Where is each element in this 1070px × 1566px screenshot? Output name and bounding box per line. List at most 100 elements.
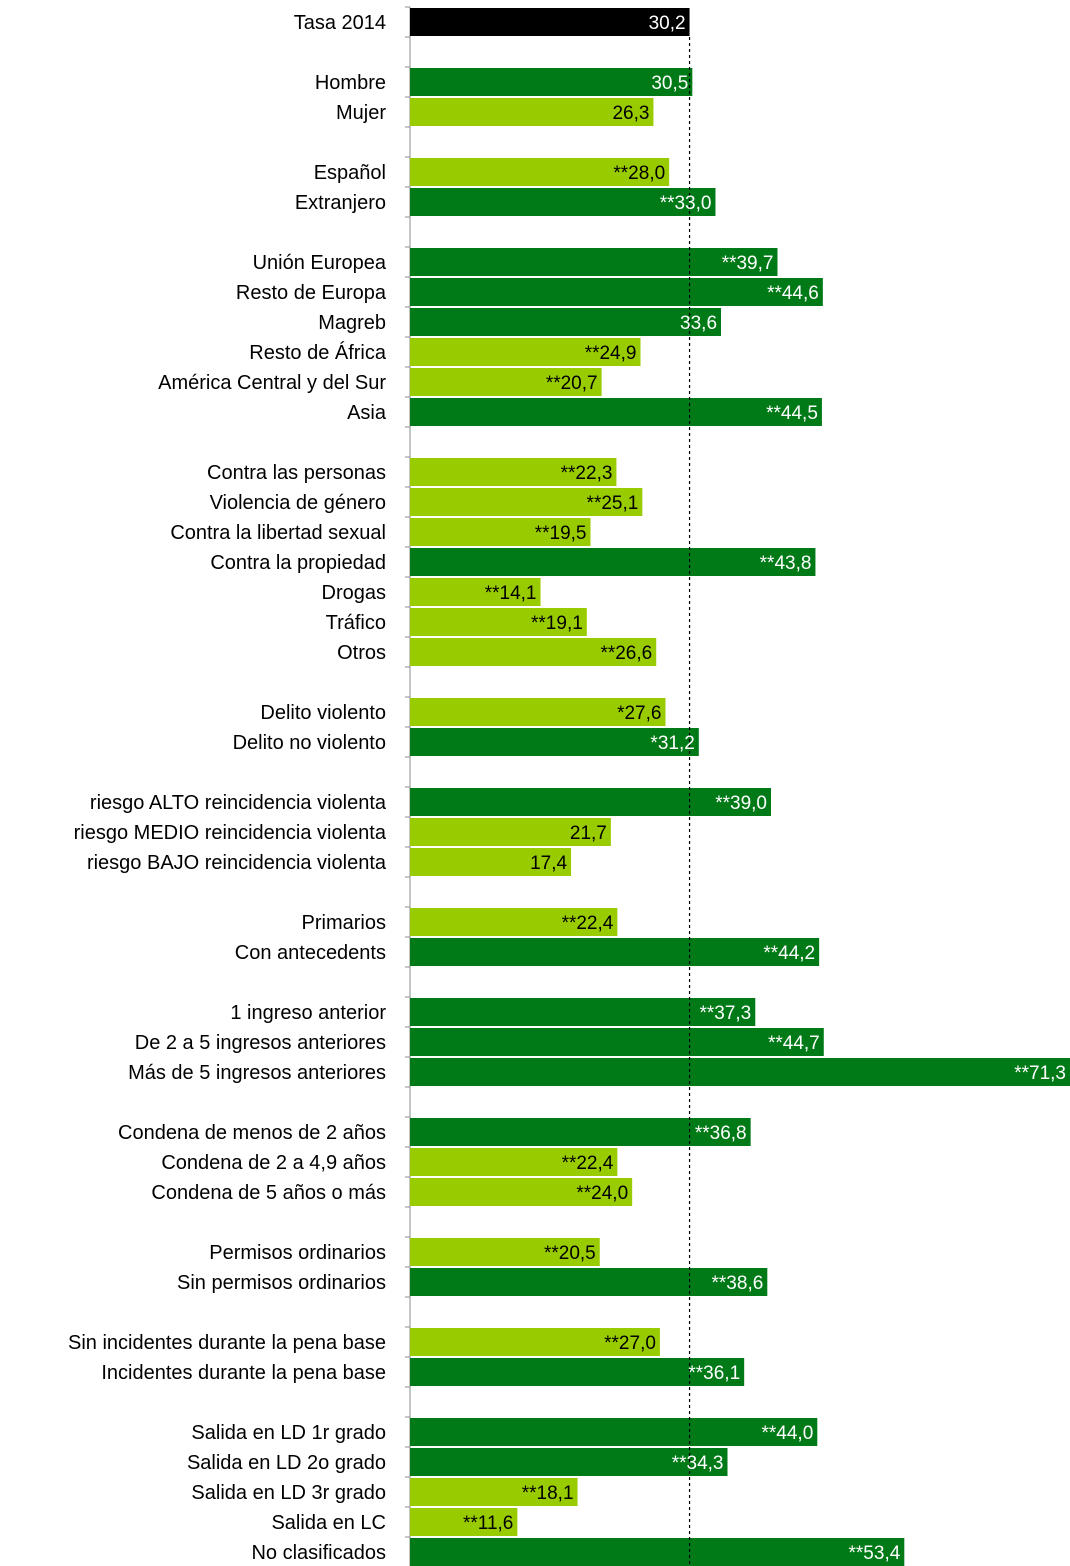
value-label: **38,6 — [712, 1273, 764, 1294]
value-label: 30,5 — [651, 73, 688, 94]
category-label: Condena de menos de 2 años — [118, 1122, 386, 1144]
category-label: Con antecedents — [235, 942, 386, 964]
category-label: Violencia de género — [210, 492, 386, 514]
category-label: Magreb — [318, 312, 386, 334]
category-label: Asia — [347, 402, 387, 424]
bar — [410, 368, 602, 396]
value-label: **19,5 — [535, 523, 587, 544]
bar — [410, 1178, 633, 1206]
bar — [410, 1148, 618, 1176]
category-label: Mujer — [336, 102, 386, 124]
value-label: **24,9 — [585, 343, 637, 364]
category-label: Delito violento — [260, 702, 386, 724]
value-label: **44,5 — [766, 403, 818, 424]
value-label: **25,1 — [587, 493, 639, 514]
bar — [410, 8, 690, 36]
bar — [410, 548, 816, 576]
value-label: **39,0 — [715, 793, 767, 814]
category-label: Extranjero — [295, 192, 386, 214]
value-label: **36,1 — [688, 1363, 740, 1384]
bar — [410, 818, 611, 846]
value-label: **33,0 — [660, 193, 712, 214]
bar — [410, 1538, 905, 1566]
value-label: **24,0 — [576, 1183, 628, 1204]
bar — [410, 308, 722, 336]
category-label: Permisos ordinarios — [209, 1242, 386, 1264]
category-label: Contra la libertad sexual — [170, 522, 386, 544]
bar — [410, 158, 670, 186]
value-label: **26,6 — [600, 643, 652, 664]
bar — [410, 488, 643, 516]
category-label: Resto de Europa — [236, 282, 387, 304]
value-label: **37,3 — [699, 1003, 751, 1024]
value-label: **44,6 — [767, 283, 819, 304]
category-label: Hombre — [315, 72, 386, 94]
value-label: 17,4 — [530, 853, 567, 874]
bar — [410, 1448, 728, 1476]
bars-layer — [410, 8, 1070, 1566]
bar — [410, 848, 572, 876]
value-label: **22,4 — [562, 1153, 614, 1174]
category-label: Contra la propiedad — [210, 552, 386, 574]
bar — [410, 1478, 578, 1506]
value-label: **19,1 — [531, 613, 583, 634]
category-label: Resto de África — [249, 341, 387, 364]
value-label: **53,4 — [849, 1543, 901, 1564]
value-label: **18,1 — [522, 1483, 574, 1504]
value-label: **11,6 — [463, 1513, 513, 1534]
value-label: **14,1 — [485, 583, 537, 604]
bar — [410, 1028, 824, 1056]
category-label: No clasificados — [251, 1542, 386, 1564]
category-label: América Central y del Sur — [158, 372, 386, 394]
category-label: Unión Europea — [253, 252, 387, 274]
value-label: *27,6 — [617, 703, 661, 724]
value-label: **20,7 — [546, 373, 598, 394]
value-label: 33,6 — [680, 313, 717, 334]
value-label: *31,2 — [650, 733, 694, 754]
category-label: Drogas — [322, 582, 386, 604]
bar — [410, 728, 699, 756]
bar — [410, 1058, 1070, 1086]
category-label: Salida en LD 1r grado — [191, 1422, 386, 1444]
bar — [410, 398, 822, 426]
value-label: **22,4 — [562, 913, 614, 934]
bar — [410, 908, 618, 936]
value-label: **28,0 — [613, 163, 665, 184]
category-label: Otros — [337, 642, 386, 664]
bar — [410, 338, 641, 366]
bar — [410, 788, 772, 816]
bar — [410, 518, 591, 546]
category-label: Condena de 2 a 4,9 años — [161, 1152, 386, 1174]
category-label: Delito no violento — [233, 732, 386, 754]
category-label: De 2 a 5 ingresos anteriores — [135, 1032, 386, 1054]
value-label: 30,2 — [649, 13, 686, 34]
category-label: Salida en LC — [271, 1512, 386, 1534]
category-label: Sin permisos ordinarios — [177, 1272, 386, 1294]
axis-layer — [405, 6, 411, 1566]
bar — [410, 1118, 751, 1146]
value-label: **44,0 — [762, 1423, 814, 1444]
bar — [410, 638, 657, 666]
value-label: 21,7 — [570, 823, 607, 844]
category-label: Más de 5 ingresos anteriores — [128, 1062, 386, 1084]
bar — [410, 1268, 768, 1296]
category-label: Condena de 5 años o más — [151, 1182, 386, 1204]
category-label: Sin incidentes durante la pena base — [68, 1332, 386, 1354]
bar — [410, 1328, 660, 1356]
category-label: Tasa 2014 — [294, 12, 386, 34]
category-label: riesgo MEDIO reincidencia violenta — [74, 822, 387, 844]
category-label: Español — [314, 162, 386, 184]
bar — [410, 98, 654, 126]
value-label: **39,7 — [722, 253, 774, 274]
bar — [410, 1238, 600, 1266]
value-label: **71,3 — [1014, 1063, 1066, 1084]
bar — [410, 68, 693, 96]
bar — [410, 1418, 818, 1446]
category-label: Incidentes durante la pena base — [101, 1362, 386, 1384]
value-label: **27,0 — [604, 1333, 656, 1354]
category-label: Salida en LD 2o grado — [187, 1452, 386, 1474]
value-label: **36,8 — [695, 1123, 747, 1144]
category-label: Tráfico — [326, 612, 386, 634]
bar — [410, 1358, 745, 1386]
